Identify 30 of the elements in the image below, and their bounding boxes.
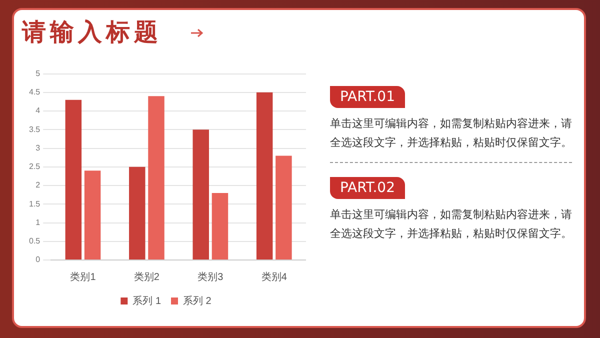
y-tick-label: 3.5 [28,124,41,134]
bar [256,92,273,260]
text: PART.02 [330,177,405,199]
y-tick-label: 0 [36,255,41,264]
chart-title: 请输入标题 [22,17,162,48]
y-tick-label: 5 [36,69,41,78]
bar [129,166,146,260]
bar [212,192,228,260]
x-tick-label: 类别1 [70,270,96,283]
text: 单击这里可编辑内容，如需复制粘贴内容进来，请全选这段文字，并选择粘贴，粘贴时仅保留文字。 [330,116,572,151]
bar [65,100,82,260]
legend-label: 系列 2 [183,294,212,307]
legend-label: 系列 1 [132,294,162,307]
x-tick-label: 类别3 [198,270,224,283]
y-tick-label: 1 [36,218,41,227]
y-tick-label: 0.5 [28,236,41,246]
bar [192,130,209,260]
y-tick-label: 4.5 [28,88,41,97]
bar [84,170,101,260]
x-tick-label: 类别2 [134,270,160,283]
y-tick-label: 2.5 [28,162,41,172]
bar [276,156,292,260]
x-tick-label: 类别4 [261,270,288,283]
y-tick-label: 4 [36,106,41,116]
y-tick-label: 2 [36,180,41,190]
y-tick-label: 3 [36,143,41,152]
y-tick-label: 1.5 [28,199,41,208]
text: 单击这里可编辑内容，如需复制粘贴内容进来，请全选这段文字，并选择粘贴，粘贴时仅保留文字。 [330,207,572,242]
text: PART.01 [330,86,405,108]
bar [148,96,164,260]
